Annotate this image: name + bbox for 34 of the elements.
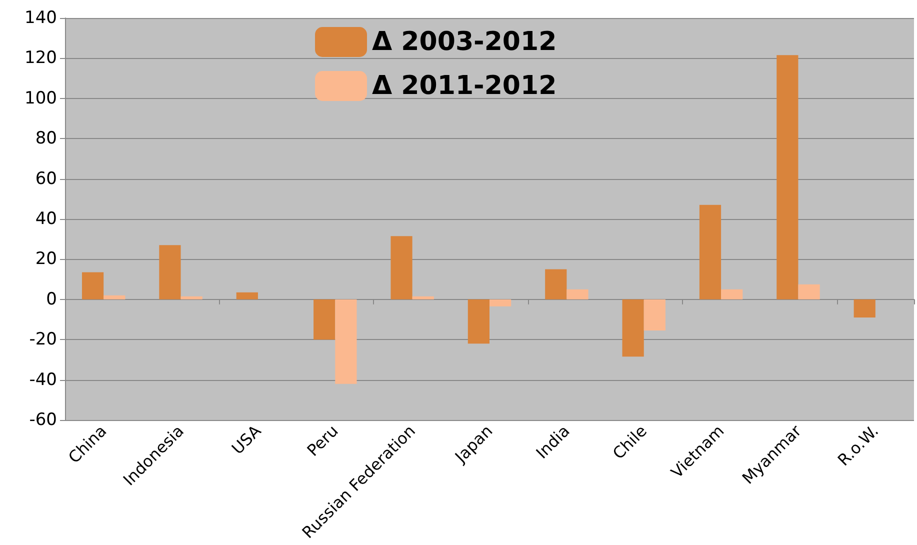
- bar: [104, 295, 126, 300]
- y-tick-label: 0: [46, 289, 57, 310]
- bar: [82, 272, 104, 300]
- bar: [644, 299, 666, 331]
- bar: [159, 245, 181, 300]
- bar: [566, 289, 588, 300]
- bar: [545, 269, 567, 300]
- y-tick-label: -20: [29, 330, 57, 350]
- bar: [180, 296, 202, 300]
- y-tick-label: -40: [29, 370, 57, 390]
- y-tick-label: 60: [35, 168, 57, 189]
- bar: [622, 299, 644, 357]
- y-tick-label: 140: [24, 8, 57, 28]
- bar: [236, 292, 258, 300]
- bar: [314, 299, 336, 340]
- bar: [490, 299, 512, 306]
- bar: [721, 289, 743, 300]
- bar: [412, 296, 434, 300]
- y-tick-label: 80: [35, 128, 57, 149]
- bar: [390, 236, 412, 300]
- y-tick-label: 20: [35, 249, 57, 270]
- y-tick-label: 40: [35, 209, 57, 229]
- bar: [776, 55, 798, 300]
- bar: [468, 299, 490, 344]
- x-tick-label: USA: [228, 421, 265, 458]
- bar: [335, 299, 357, 384]
- y-tick-label: 100: [24, 88, 57, 108]
- legend-label: Δ 2011-2012: [372, 71, 557, 101]
- y-tick-label: 120: [24, 48, 57, 68]
- bar: [798, 284, 820, 300]
- bar: [699, 204, 722, 300]
- legend-label: Δ 2003-2012: [372, 27, 557, 57]
- bar: [854, 299, 876, 318]
- y-tick-label: -60: [29, 410, 57, 430]
